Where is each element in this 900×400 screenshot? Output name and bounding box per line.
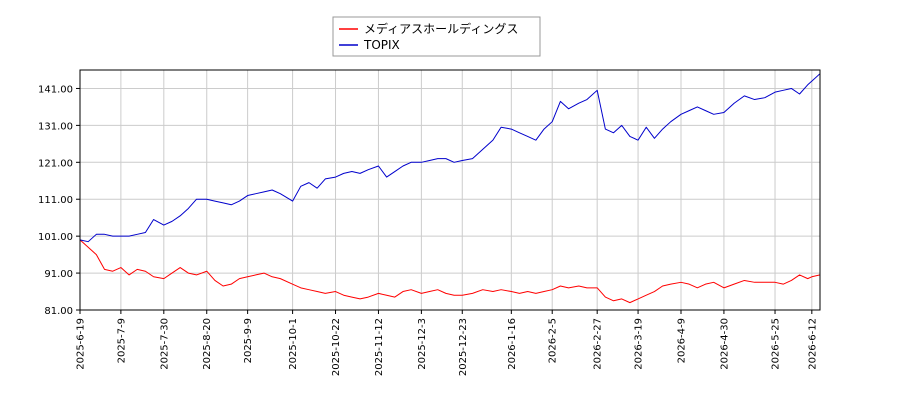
x-tick-label: 2026-2-27 bbox=[593, 318, 604, 370]
y-tick-label: 101.00 bbox=[38, 232, 73, 243]
x-tick-label: 2026-6-12 bbox=[807, 318, 818, 370]
x-tick-label: 2025-10-1 bbox=[288, 318, 299, 370]
legend-box bbox=[332, 16, 541, 57]
y-tick-label: 91.00 bbox=[44, 269, 73, 280]
x-tick-label: 2026-2-5 bbox=[548, 318, 559, 363]
x-tick-label: 2025-12-3 bbox=[417, 318, 428, 370]
legend-label-topix: TOPIX bbox=[363, 38, 400, 52]
y-tick-label: 121.00 bbox=[38, 158, 73, 169]
x-tick-label: 2025-12-23 bbox=[458, 318, 469, 376]
legend-label-media: メディアスホールディングス bbox=[364, 21, 518, 36]
series-layer bbox=[79, 73, 821, 304]
x-tick-label: 2025-6-19 bbox=[76, 318, 87, 370]
x-tick-label: 2026-4-9 bbox=[676, 318, 687, 363]
x-tick-label: 2025-10-22 bbox=[331, 318, 342, 376]
plot-frame bbox=[79, 69, 821, 311]
x-tick-label: 2026-4-30 bbox=[719, 318, 730, 370]
x-axis: 2025-6-19 2025-7-9 2025-7-30 2025-8-20 2025-… bbox=[76, 310, 818, 376]
x-tick-label: 2026-3-19 bbox=[634, 318, 645, 370]
x-tick-label: 2026-5-25 bbox=[771, 318, 782, 370]
x-tick-label: 2026-1-16 bbox=[507, 318, 518, 370]
x-tick-label: 2025-9-9 bbox=[243, 318, 254, 363]
y-tick-label: 111.00 bbox=[38, 195, 73, 206]
legend: メディアスホールディングス TOPIX bbox=[332, 16, 541, 57]
y-tick-label: 81.00 bbox=[44, 306, 73, 317]
series-line-topix bbox=[79, 73, 821, 243]
x-tick-label: 2025-8-20 bbox=[202, 318, 213, 370]
y-tick-label: 141.00 bbox=[38, 84, 73, 95]
grid bbox=[79, 70, 820, 311]
series-line-media bbox=[79, 239, 821, 304]
y-tick-label: 131.00 bbox=[38, 121, 73, 132]
x-tick-label: 2025-7-9 bbox=[116, 318, 127, 363]
plot-area bbox=[80, 70, 820, 310]
y-axis: 81.00 91.00 101.00 111.00 121.00 131.00 141.00 bbox=[38, 84, 80, 317]
x-tick-label: 2025-7-30 bbox=[159, 318, 170, 370]
x-tick-label: 2025-11-12 bbox=[374, 318, 385, 376]
